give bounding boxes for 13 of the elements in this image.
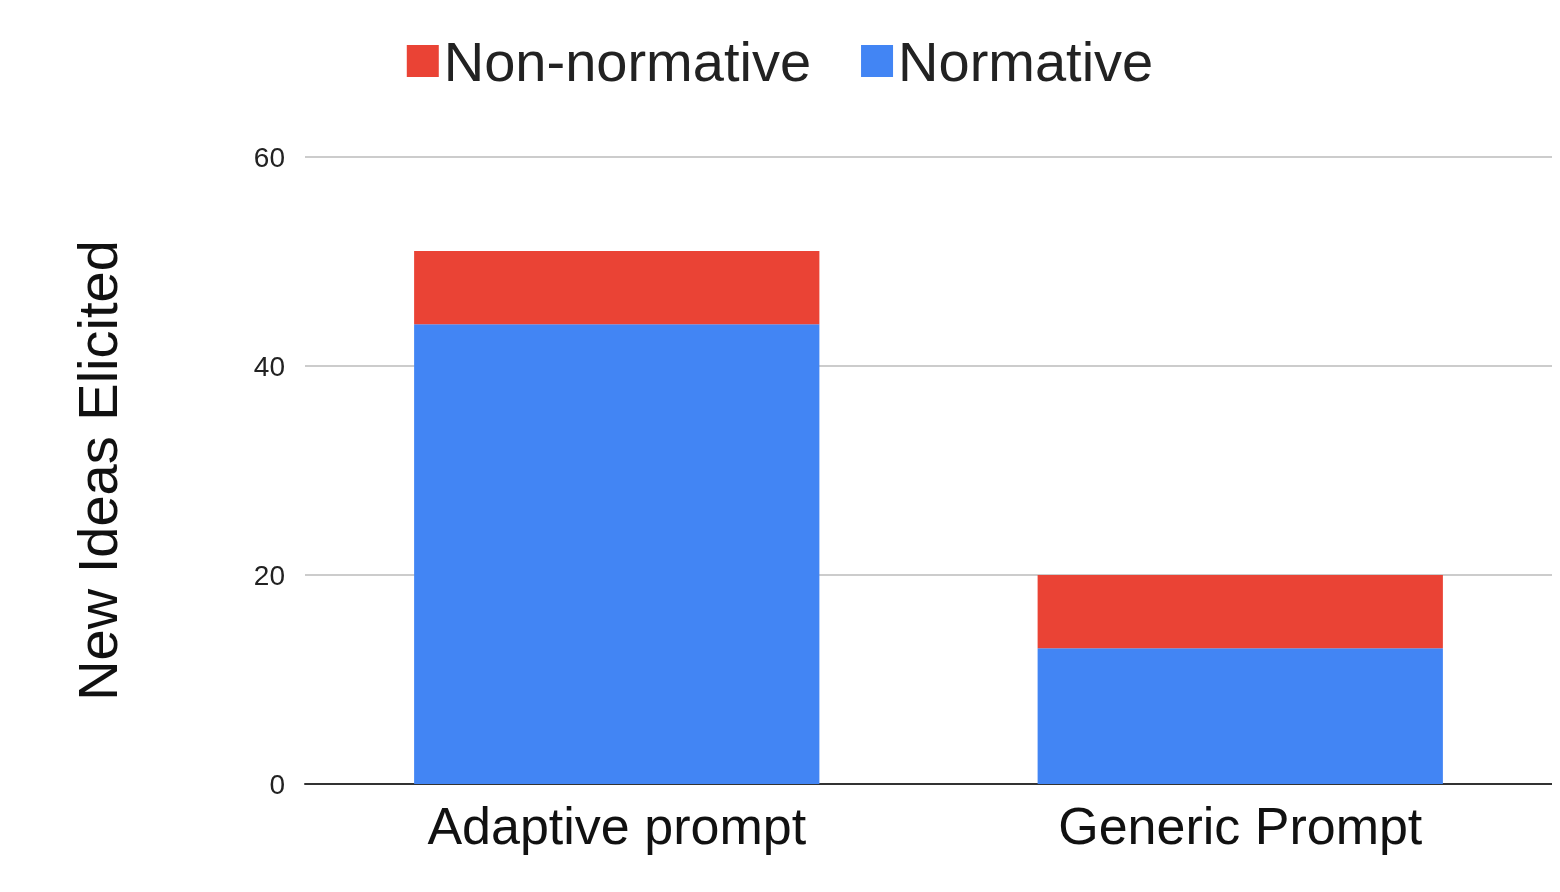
y-tick-label: 60 [253,141,285,173]
bar [414,251,820,325]
y-tick-label: 20 [253,559,285,591]
legend-label: Normative [898,29,1154,93]
y-tick-label: 0 [269,768,285,800]
bar [414,324,820,784]
bar [1037,575,1443,649]
y-tick-label: 40 [253,350,285,382]
x-tick-label: Generic Prompt [1058,797,1423,855]
bar [1037,648,1443,784]
x-tick-label: Adaptive prompt [427,797,807,855]
y-axis-title: New Ideas Elicited [65,240,129,701]
legend-label: Non-normative [443,29,812,93]
